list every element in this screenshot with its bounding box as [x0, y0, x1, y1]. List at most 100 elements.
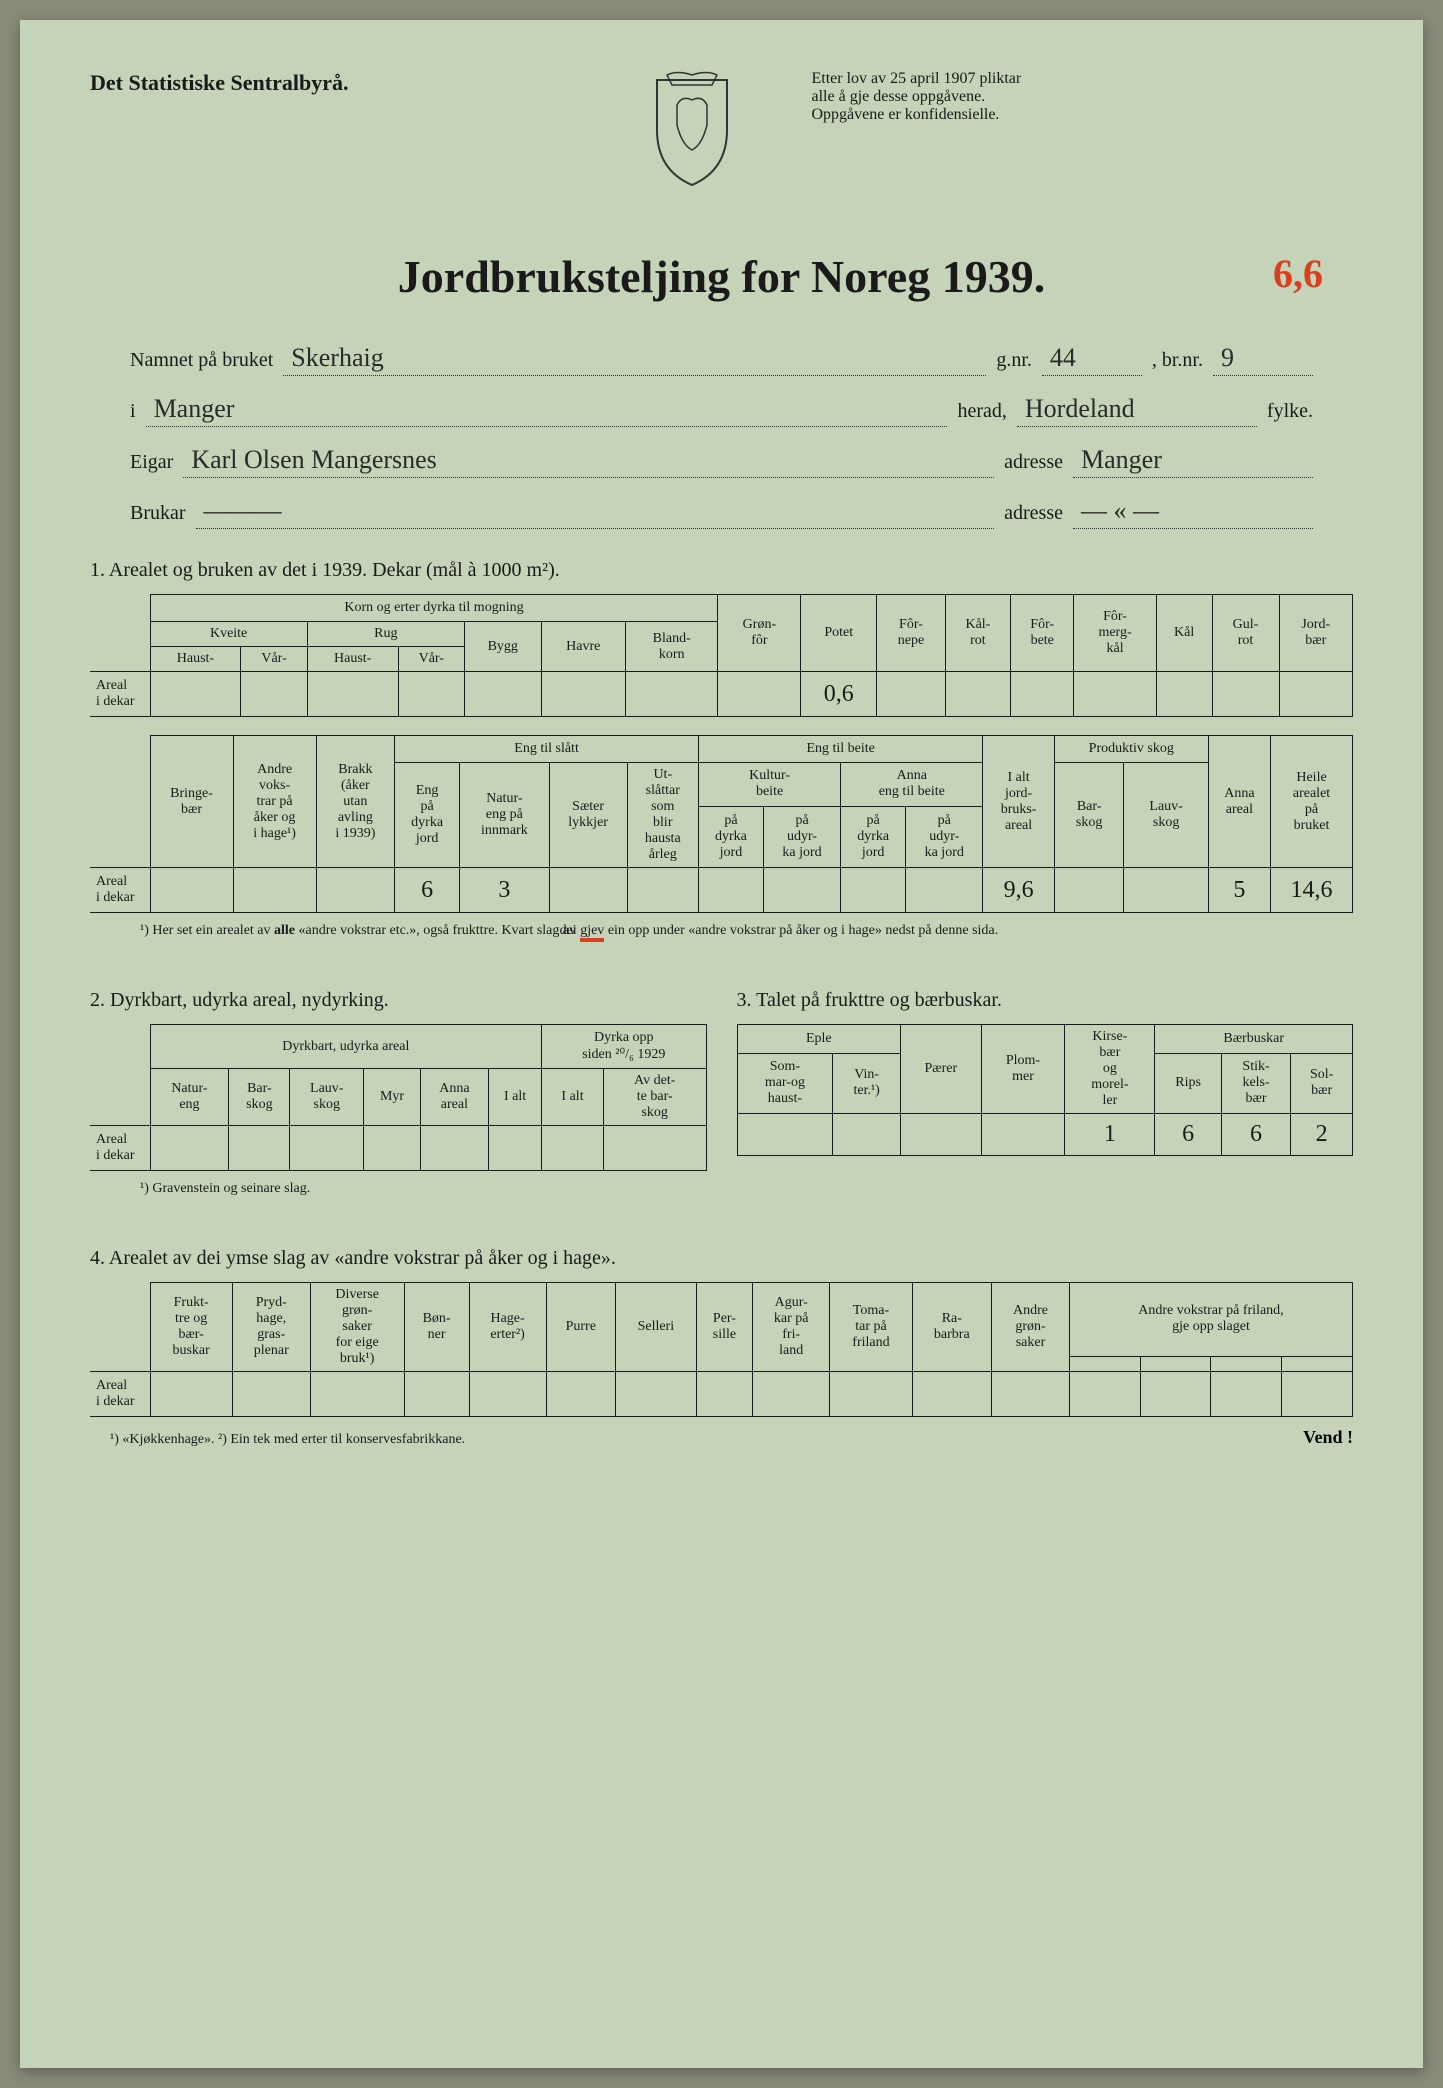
row-label-1b: Areali dekar [90, 868, 150, 913]
col-saeter: Sæterlykkjer [549, 763, 627, 868]
section3-heading: 3. Talet på frukttre og bærbuskar. [737, 989, 1354, 1012]
col-jordbaer: Jord-bær [1279, 595, 1353, 672]
col4-hageerter: Hage-erter²) [469, 1283, 546, 1372]
gnr-value: 44 [1042, 343, 1142, 376]
col-kveite-vaar: Vår- [241, 647, 307, 672]
bruket-label: Namnet på bruket [130, 349, 273, 372]
table-3: Eple Pærer Plom-mer Kirse-bærogmorel-ler… [737, 1024, 1354, 1156]
row-label-1a: Areali dekar [90, 672, 150, 717]
col2-natureng: Natur-eng [150, 1069, 229, 1126]
col-rug-haust: Haust- [307, 647, 398, 672]
col4-prydhage: Pryd-hage,gras-plenar [232, 1283, 310, 1372]
dyrkbart-group: Dyrkbart, udyrka areal [150, 1025, 542, 1069]
section1-heading: 1. Arealet og bruken av det i 1939. Deka… [90, 559, 1353, 582]
col-potet: Potet [801, 595, 877, 672]
agency-name: Det Statistiske Sentralbyrå. [90, 70, 632, 96]
turn-over: Vend ! [1303, 1427, 1353, 1448]
val-anna-areal: 5 [1208, 868, 1270, 913]
adresse1-value: Manger [1073, 445, 1313, 478]
val-eng-dyrka: 6 [395, 868, 460, 913]
col-gulrot: Gul-rot [1212, 595, 1279, 672]
col-ialt-jord: I altjord-bruks-areal [983, 736, 1054, 868]
col-eng-dyrka: Engpådyrkajord [395, 763, 460, 868]
col3-stikkels: Stik-kels-bær [1221, 1053, 1291, 1113]
eple-group: Eple [737, 1025, 901, 1054]
i-label: i [130, 400, 136, 423]
val-ialt-jord: 9,6 [983, 868, 1054, 913]
col3-vinter: Vin-ter.¹) [833, 1053, 901, 1113]
col-anna-areal: Annaareal [1208, 736, 1270, 868]
bruket-value: Skerhaig [283, 343, 986, 376]
section4-heading: 4. Arealet av dei ymse slag av «andre vo… [90, 1247, 1353, 1270]
col4-purre: Purre [546, 1283, 615, 1372]
eigar-value: Karl Olsen Mangersnes [183, 445, 994, 478]
table-4: Frukt-tre ogbær-buskar Pryd-hage,gras-pl… [90, 1282, 1353, 1417]
brnr-value: 9 [1213, 343, 1313, 376]
cell-erter [150, 672, 241, 717]
col-bygg: Bygg [464, 622, 541, 672]
row-label-2: Areali dekar [90, 1126, 150, 1171]
col-rug-vaar: Vår- [398, 647, 464, 672]
eng-slatt-group: Eng til slått [395, 736, 699, 763]
col4-bonner: Bøn-ner [404, 1283, 469, 1372]
col4-tomatar: Toma-tar påfriland [830, 1283, 912, 1372]
col3-paerer: Pærer [901, 1025, 982, 1114]
footnote-3: ¹) Gravenstein og seinare slag. [90, 1181, 707, 1197]
law-line-2: alle å gje desse oppgåvene. [812, 88, 1354, 106]
fylke-value: Hordeland [1017, 394, 1257, 427]
header: Det Statistiske Sentralbyrå. Etter lov a… [90, 70, 1353, 190]
col-heile: Heilearealetpåbruket [1271, 736, 1353, 868]
document-page: Det Statistiske Sentralbyrå. Etter lov a… [20, 20, 1423, 2068]
val-potet: 0,6 [801, 672, 877, 717]
col3-plommer: Plom-mer [981, 1025, 1065, 1114]
col2-anna: Annaareal [420, 1069, 488, 1126]
law-text: Etter lov av 25 april 1907 pliktar alle … [752, 70, 1354, 124]
coat-of-arms [632, 70, 752, 190]
dyrka-opp-group: Dyrka oppsiden ²⁰/₆ 1929 [542, 1025, 706, 1069]
col-kveite-haust: Haust- [150, 647, 241, 672]
col-bringebaer: Bringe-bær [150, 736, 233, 868]
col-kb-dyrka: pådyrkajord [698, 806, 763, 867]
col-utslattar: Ut-slåttarsomblirhaustaårleg [627, 763, 698, 868]
col4-selleri: Selleri [615, 1283, 696, 1372]
herad-value: Manger [146, 394, 948, 427]
col-blandkorn: Bland-korn [625, 622, 717, 672]
row-label-4: Areali dekar [90, 1372, 150, 1417]
col-anna-eng: Annaeng til beite [841, 763, 983, 807]
col3-kirsebaer: Kirse-bærogmorel-ler [1065, 1025, 1155, 1114]
document-title: Jordbruksteljing for Noreg 1939. [90, 250, 1353, 303]
col-kulturbeite: Kultur-beite [698, 763, 840, 807]
sections-2-3: 2. Dyrkbart, udyrka areal, nydyrking. Dy… [90, 959, 1353, 1217]
col-gronfor: Grøn-fôr [718, 595, 801, 672]
section2-heading: 2. Dyrkbart, udyrka areal, nydyrking. [90, 989, 707, 1012]
col3-solbaer: Sol-bær [1291, 1053, 1353, 1113]
adresse-label-2: adresse [1004, 502, 1063, 525]
col2-myr: Myr [364, 1069, 421, 1126]
val-heile: 14,6 [1271, 868, 1353, 913]
col-kb-udyrka: påudyr-ka jord [763, 806, 840, 867]
eng-beite-group: Eng til beite [698, 736, 982, 763]
val3-kirsebaer: 1 [1065, 1114, 1155, 1156]
col-ae-udyrka: påudyr-ka jord [906, 806, 983, 867]
identification-fields: Namnet på bruket Skerhaig g.nr. 44 , br.… [90, 343, 1353, 529]
val3-rips: 6 [1155, 1114, 1221, 1156]
col-ae-dyrka: pådyrkajord [841, 806, 906, 867]
col4-frukttre: Frukt-tre ogbær-buskar [150, 1283, 232, 1372]
andre-friland-group: Andre vokstrar på friland,gje opp slaget [1069, 1283, 1352, 1357]
col2-ialt2: I alt [542, 1069, 604, 1126]
handwritten-red-note: 6,6 [1273, 250, 1323, 297]
col4-agurkar: Agur-kar påfri-land [753, 1283, 830, 1372]
adresse2-value: — « — [1073, 496, 1313, 529]
brukar-label: Brukar [130, 502, 186, 525]
col4-diverse: Diversegrøn-sakerfor eigebruk¹) [310, 1283, 404, 1372]
col2-ialt: I alt [488, 1069, 541, 1126]
col-rug: Rug [307, 622, 464, 647]
col3-rips: Rips [1155, 1053, 1221, 1113]
col-natureng: Natur-eng påinnmark [460, 763, 550, 868]
col-kveite: Kveite [150, 622, 307, 647]
col-fornepe: Fôr-nepe [877, 595, 946, 672]
brnr-label: , br.nr. [1152, 349, 1203, 372]
law-line-3: Oppgåvene er konfidensielle. [812, 106, 1354, 124]
col2-lauvskog: Lauv-skog [290, 1069, 364, 1126]
prod-skog-group: Produktiv skog [1054, 736, 1208, 763]
